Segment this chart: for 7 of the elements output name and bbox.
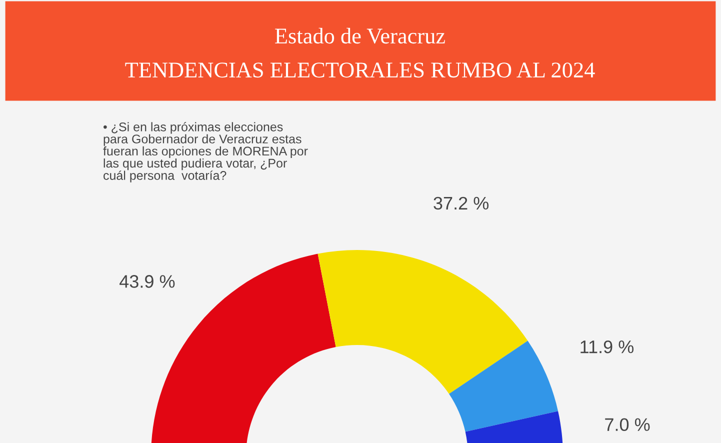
chart-subtitle: TENDENCIAS ELECTORALES RUMBO AL 2024 [125, 62, 595, 78]
text: • ¿Si en las próximas elecciones para Gobernador de Veracruz estas fueran las opciones de MORENA por las que usted pudiera votar, ¿Por cuál persona votaría? [103, 122, 308, 182]
data-label: 7.0 % [605, 418, 650, 432]
data-label: 11.9 % [580, 340, 634, 354]
data-label: 43.9 % [120, 275, 175, 288]
data-label: 37.2 % [434, 196, 489, 210]
chart-title: Estado de Veracruz [275, 28, 445, 44]
